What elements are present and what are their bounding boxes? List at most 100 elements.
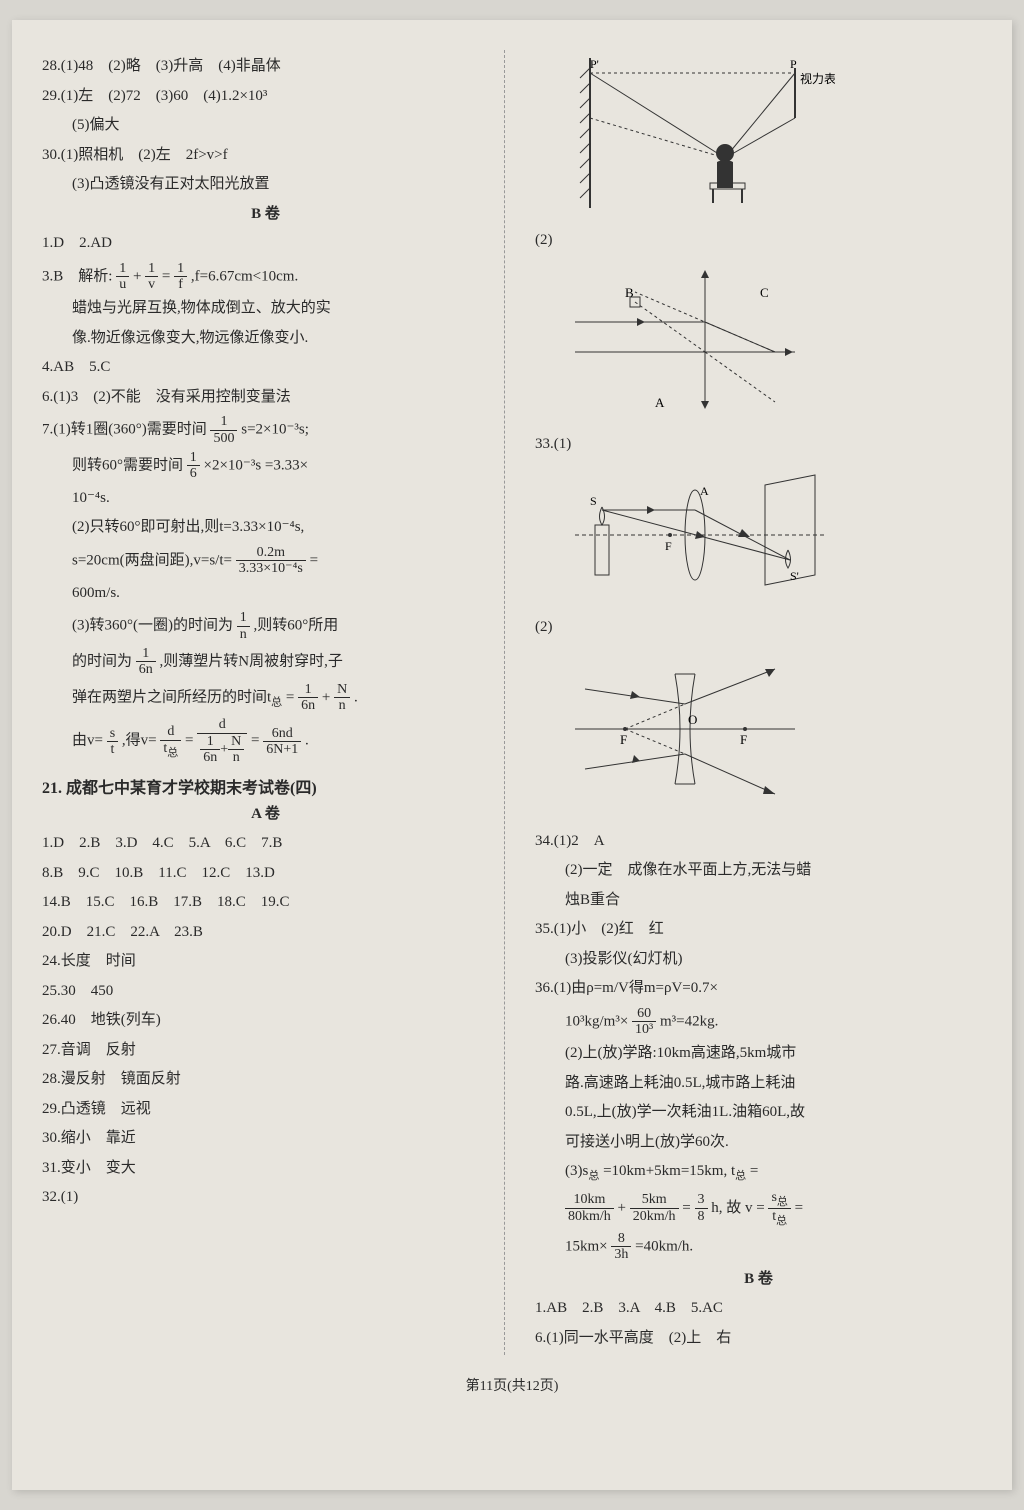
candle-lens-diagram: S A F S' xyxy=(575,465,982,600)
r2-label: (2) xyxy=(535,228,982,254)
b7i3: + xyxy=(322,689,330,705)
b-heading: B 卷 xyxy=(42,202,489,228)
frac-1n: 1n xyxy=(237,610,250,642)
q36h5: = xyxy=(795,1200,803,1216)
svg-text:F: F xyxy=(740,732,747,747)
q36i: 15km× 83h =40km/h. xyxy=(535,1231,982,1263)
svg-text:P': P' xyxy=(590,58,599,71)
b4: 4.AB 5.C xyxy=(42,355,489,381)
svg-text:A: A xyxy=(655,395,665,410)
a26: 26.40 地铁(列车) xyxy=(42,1008,489,1034)
frac-5-20: 5km20km/h xyxy=(630,1192,679,1224)
frac-8-3h: 83h xyxy=(611,1231,631,1263)
b7g: (3)转360°(一圈)的时间为 1n ,则转60°所用 xyxy=(42,610,489,642)
q35a: 35.(1)小 (2)红 红 xyxy=(535,917,982,943)
q29b: (5)偏大 xyxy=(42,113,489,139)
q34a: 34.(1)2 A xyxy=(535,829,982,855)
b7d: (2)只转60°即可射出,则t=3.33×10⁻⁴s, xyxy=(42,515,489,541)
a-row3: 14.B 15.C 16.B 17.B 18.C 19.C xyxy=(42,890,489,916)
q36h3: = xyxy=(682,1200,690,1216)
b7g-text: (3)转360°(一圈)的时间为 xyxy=(72,617,233,633)
b3b: 蜡烛与光屏互换,物体成倒立、放大的实 xyxy=(42,296,489,322)
q30a: 30.(1)照相机 (2)左 2f>v>f xyxy=(42,143,489,169)
a27: 27.音调 反射 xyxy=(42,1038,489,1064)
frac-st: st xyxy=(107,726,118,758)
b7h2: ,则薄塑片转N周被射穿时,子 xyxy=(160,653,343,669)
a-row4: 20.D 21.C 22.A 23.B xyxy=(42,920,489,946)
b7a-text: 7.(1)转1圈(360°)需要时间 xyxy=(42,422,207,438)
q36i-text: 15km× xyxy=(565,1238,608,1254)
b7i: 弹在两塑片之间所经历的时间t总 = 16n + Nn . xyxy=(42,682,489,714)
b7g2: ,则转60°所用 xyxy=(253,617,338,633)
lens1-svg: B C A xyxy=(575,262,795,412)
frac-10-80: 10km80km/h xyxy=(565,1192,614,1224)
frac-1-6n-b: 16n xyxy=(298,682,318,714)
mirror-svg: 视力表 P' P xyxy=(575,58,835,208)
a-row2: 8.B 9.C 10.B 11.C 12.C 13.D xyxy=(42,861,489,887)
b6: 6.(1)3 (2)不能 没有采用控制变量法 xyxy=(42,385,489,411)
q36f: 可接送小明上(放)学60次. xyxy=(535,1130,982,1156)
lens2-svg: S A F S' xyxy=(575,465,825,595)
b7a2: s=2×10⁻³s; xyxy=(241,422,309,438)
q33: 33.(1) xyxy=(535,432,982,458)
frac-60-103: 6010³ xyxy=(632,1006,656,1038)
frac-1f: 1f xyxy=(174,261,187,293)
svg-text:A: A xyxy=(700,484,709,498)
q36g2: =10km+5km=15km, t xyxy=(603,1163,735,1179)
b3c: 像.物近像远像变大,物远像近像变小. xyxy=(42,326,489,352)
svg-text:S: S xyxy=(590,494,597,508)
q34b: (2)一定 成像在水平面上方,无法与蜡 xyxy=(535,858,982,884)
q36g: (3)s总 =10km+5km=15km, t总 = xyxy=(535,1159,982,1186)
b3a: 3.B 解析: xyxy=(42,268,112,284)
frac-1u: 1u xyxy=(116,261,129,293)
left-column: 28.(1)48 (2)略 (3)升高 (4)非晶体 29.(1)左 (2)72… xyxy=(42,50,505,1355)
concave-lens-diagram: F F O xyxy=(575,649,982,814)
b7i2: = xyxy=(286,689,294,705)
lens3-svg: F F O xyxy=(575,649,795,809)
b7j-text: 由v= xyxy=(72,733,103,749)
section-21: 21. 成都七中某育才学校期末考试卷(四) xyxy=(42,774,489,798)
frac-s-t: s总t总 xyxy=(768,1190,790,1227)
frac-1-6: 16 xyxy=(187,450,200,482)
a-heading: A 卷 xyxy=(42,802,489,828)
b-heading-2: B 卷 xyxy=(535,1267,982,1293)
q36a: 36.(1)由ρ=m/V得m=ρV=0.7× xyxy=(535,976,982,1002)
a25: 25.30 450 xyxy=(42,979,489,1005)
a24: 24.长度 时间 xyxy=(42,949,489,975)
b7c: 10⁻⁴s. xyxy=(42,486,489,512)
q36b2: m³=42kg. xyxy=(660,1013,718,1029)
b7b2: ×2×10⁻³s =3.33× xyxy=(204,457,309,473)
frac-big: d16n+Nn xyxy=(197,717,247,765)
q36h2: + xyxy=(618,1200,626,1216)
svg-text:C: C xyxy=(760,285,769,300)
frac-6nd: 6nd6N+1 xyxy=(263,726,301,758)
q36e: 0.5L,上(放)学一次耗油1L.油箱60L,故 xyxy=(535,1100,982,1126)
b7i-text: 弹在两塑片之间所经历的时间t xyxy=(72,689,271,705)
q36b: 10³kg/m³× 6010³ m³=42kg. xyxy=(535,1006,982,1038)
b7e-text: s=20cm(两盘间距),v=s/t= xyxy=(72,552,232,568)
page-footer: 第11页(共12页) xyxy=(42,1375,982,1395)
q36c: (2)上(放)学路:10km高速路,5km城市 xyxy=(535,1041,982,1067)
b7j3: = xyxy=(185,733,193,749)
a31: 31.变小 变大 xyxy=(42,1156,489,1182)
rb1: 1.AB 2.B 3.A 4.B 5.AC xyxy=(535,1296,982,1322)
b7e2: = xyxy=(310,552,318,568)
r33-2: (2) xyxy=(535,615,982,641)
b1: 1.D 2.AD xyxy=(42,231,489,257)
frac-dt: dt总 xyxy=(160,724,181,758)
frac-1v: 1v xyxy=(145,261,158,293)
b7f: 600m/s. xyxy=(42,581,489,607)
q28: 28.(1)48 (2)略 (3)升高 (4)非晶体 xyxy=(42,54,489,80)
b7h: 的时间为 16n ,则薄塑片转N周被射穿时,子 xyxy=(42,646,489,678)
right-column: 视力表 P' P (2) xyxy=(525,50,982,1355)
q35b: (3)投影仪(幻灯机) xyxy=(535,947,982,973)
vision-label: 视力表 xyxy=(800,71,835,86)
b7b: 则转60°需要时间 16 ×2×10⁻³s =3.33× xyxy=(42,450,489,482)
b7b-text: 则转60°需要时间 xyxy=(72,457,183,473)
a32: 32.(1) xyxy=(42,1185,489,1211)
frac-Nn: Nn xyxy=(334,682,350,714)
frac-1-6n: 16n xyxy=(136,646,156,678)
q29a: 29.(1)左 (2)72 (3)60 (4)1.2×10³ xyxy=(42,84,489,110)
b7j5: . xyxy=(305,733,309,749)
svg-text:S': S' xyxy=(790,569,799,583)
